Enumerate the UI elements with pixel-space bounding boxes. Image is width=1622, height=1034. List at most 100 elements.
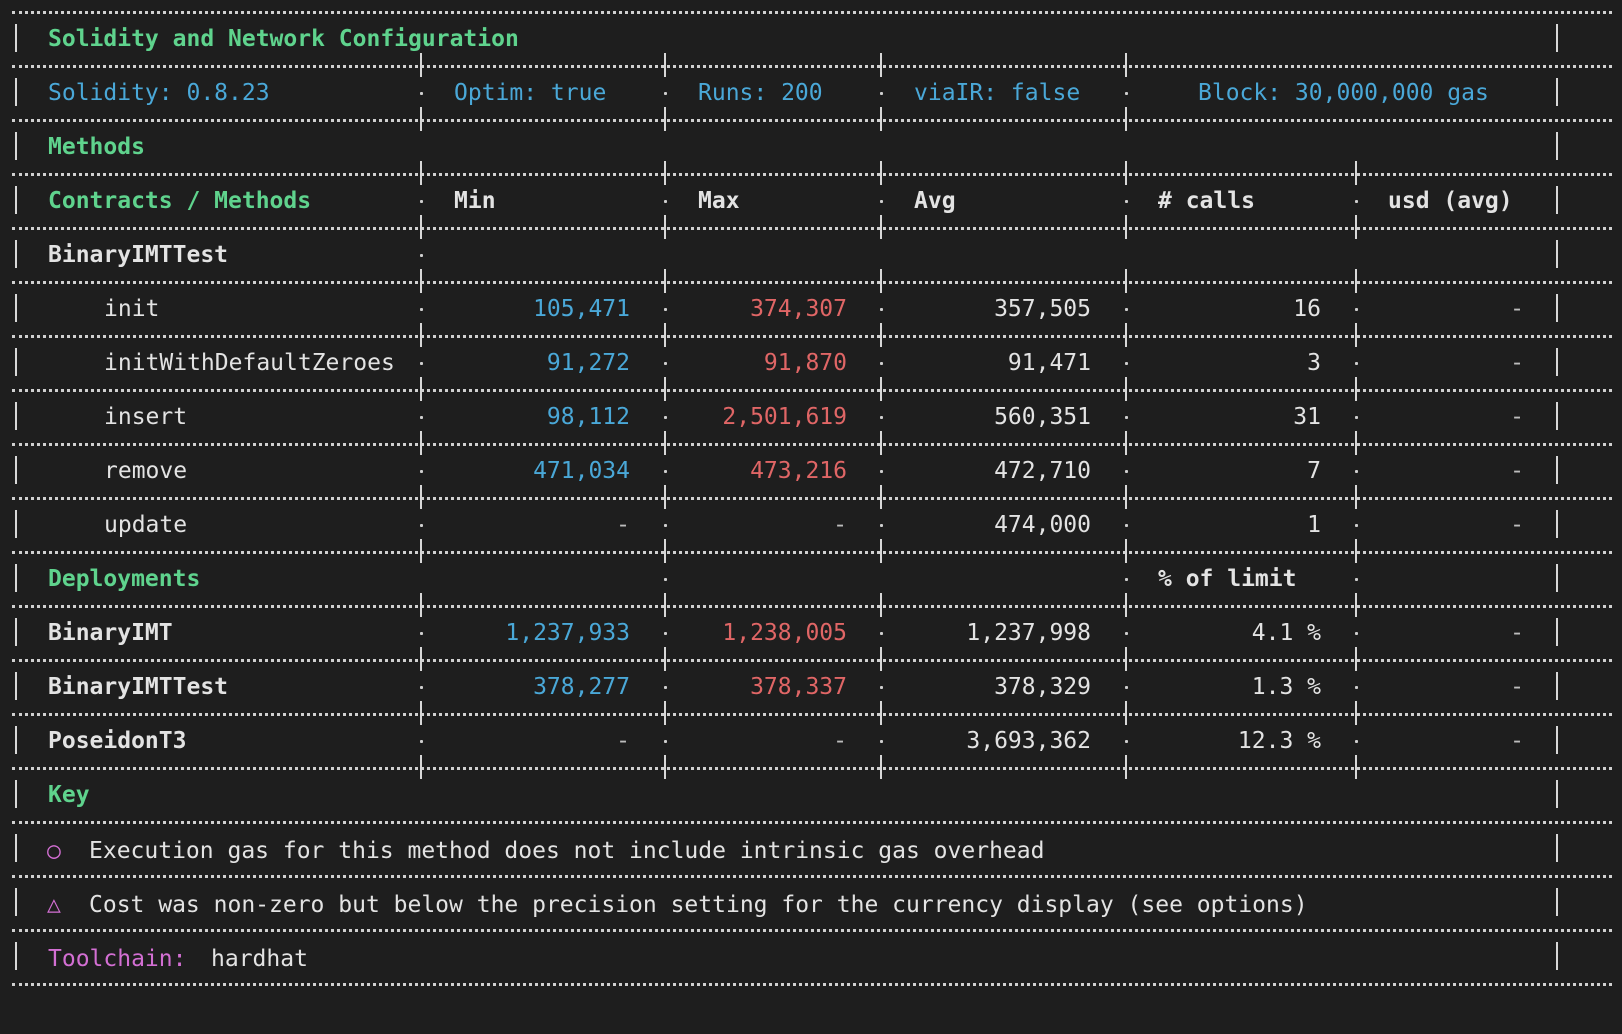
divider — [12, 605, 1612, 608]
divider — [12, 551, 1612, 554]
toolchain-label: Toolchain: — [48, 946, 187, 972]
border — [1355, 578, 1358, 581]
deployment-max: 378,337 — [750, 674, 847, 700]
border — [420, 377, 422, 401]
border — [1556, 780, 1558, 808]
border — [664, 92, 667, 95]
border — [15, 78, 17, 106]
deployment-max: 1,238,005 — [722, 620, 847, 646]
border — [880, 470, 883, 473]
divider — [12, 659, 1612, 662]
border — [664, 647, 666, 671]
border — [420, 92, 423, 95]
border — [1125, 686, 1128, 689]
method-calls: 7 — [1307, 458, 1321, 484]
border — [1125, 701, 1127, 725]
method-name: initWithDefaultZeroes — [104, 350, 395, 376]
border — [1125, 377, 1127, 401]
border — [420, 416, 423, 419]
config-section-title: Solidity and Network Configuration — [48, 26, 519, 52]
block-gas-limit: Block: 30,000,000 gas — [1198, 80, 1489, 106]
method-avg: 472,710 — [994, 458, 1091, 484]
border — [420, 161, 422, 185]
border — [15, 780, 17, 808]
border — [420, 362, 423, 365]
deployment-usd: - — [1510, 728, 1524, 754]
border — [1355, 524, 1358, 527]
border — [1355, 593, 1357, 617]
method-name: remove — [104, 458, 188, 484]
border — [664, 524, 667, 527]
border — [1355, 323, 1357, 347]
border — [664, 632, 667, 635]
header-contracts-methods: Contracts / Methods — [48, 188, 312, 214]
border — [880, 539, 882, 563]
border — [1125, 578, 1128, 581]
divider — [12, 983, 1612, 986]
border — [15, 456, 17, 484]
border — [1125, 755, 1127, 779]
method-avg: 474,000 — [994, 512, 1091, 538]
divider — [12, 389, 1612, 392]
border — [664, 107, 666, 131]
border — [1355, 200, 1358, 203]
border — [1125, 161, 1127, 185]
border — [1355, 308, 1358, 311]
border — [1355, 686, 1358, 689]
header-avg: Avg — [914, 188, 956, 214]
border — [15, 132, 17, 160]
border — [880, 701, 882, 725]
contract-name: BinaryIMTTest — [48, 242, 229, 268]
border — [664, 323, 666, 347]
border — [1355, 470, 1358, 473]
border — [420, 200, 423, 203]
divider — [12, 443, 1612, 446]
method-max: - — [833, 512, 847, 538]
deployment-limit: 1.3 % — [1251, 674, 1321, 700]
border — [880, 686, 883, 689]
border — [1125, 269, 1127, 293]
border — [420, 755, 422, 779]
method-usd: - — [1510, 458, 1524, 484]
divider — [12, 119, 1612, 122]
header-max: Max — [698, 188, 740, 214]
deployment-avg: 3,693,362 — [966, 728, 1091, 754]
border — [664, 215, 666, 239]
border — [1556, 564, 1558, 592]
border — [1125, 323, 1127, 347]
method-usd: - — [1510, 296, 1524, 322]
border — [420, 107, 422, 131]
border — [1556, 294, 1558, 322]
deployment-min: 1,237,933 — [505, 620, 630, 646]
divider — [12, 227, 1612, 230]
border — [1355, 701, 1357, 725]
border — [15, 888, 17, 916]
border — [880, 215, 882, 239]
border — [880, 377, 882, 401]
border — [1125, 632, 1128, 635]
border — [15, 240, 17, 268]
border — [1355, 431, 1357, 455]
border — [664, 470, 667, 473]
deployment-usd: - — [1510, 674, 1524, 700]
method-usd: - — [1510, 404, 1524, 430]
border — [880, 485, 882, 509]
method-name: update — [104, 512, 188, 538]
border — [1355, 539, 1357, 563]
border — [1125, 647, 1127, 671]
divider — [12, 281, 1612, 284]
border — [420, 269, 422, 293]
divider — [12, 65, 1612, 68]
deployments-section-title: Deployments — [48, 566, 201, 592]
method-calls: 31 — [1293, 404, 1321, 430]
divider — [12, 821, 1612, 824]
border — [1556, 240, 1558, 268]
header-usd-avg: usd (avg) — [1388, 188, 1513, 214]
border — [15, 348, 17, 376]
border — [664, 578, 667, 581]
method-max: 374,307 — [750, 296, 847, 322]
border — [1556, 456, 1558, 484]
via-ir-setting: viaIR: false — [914, 80, 1081, 106]
divider — [12, 335, 1612, 338]
border — [1355, 632, 1358, 635]
